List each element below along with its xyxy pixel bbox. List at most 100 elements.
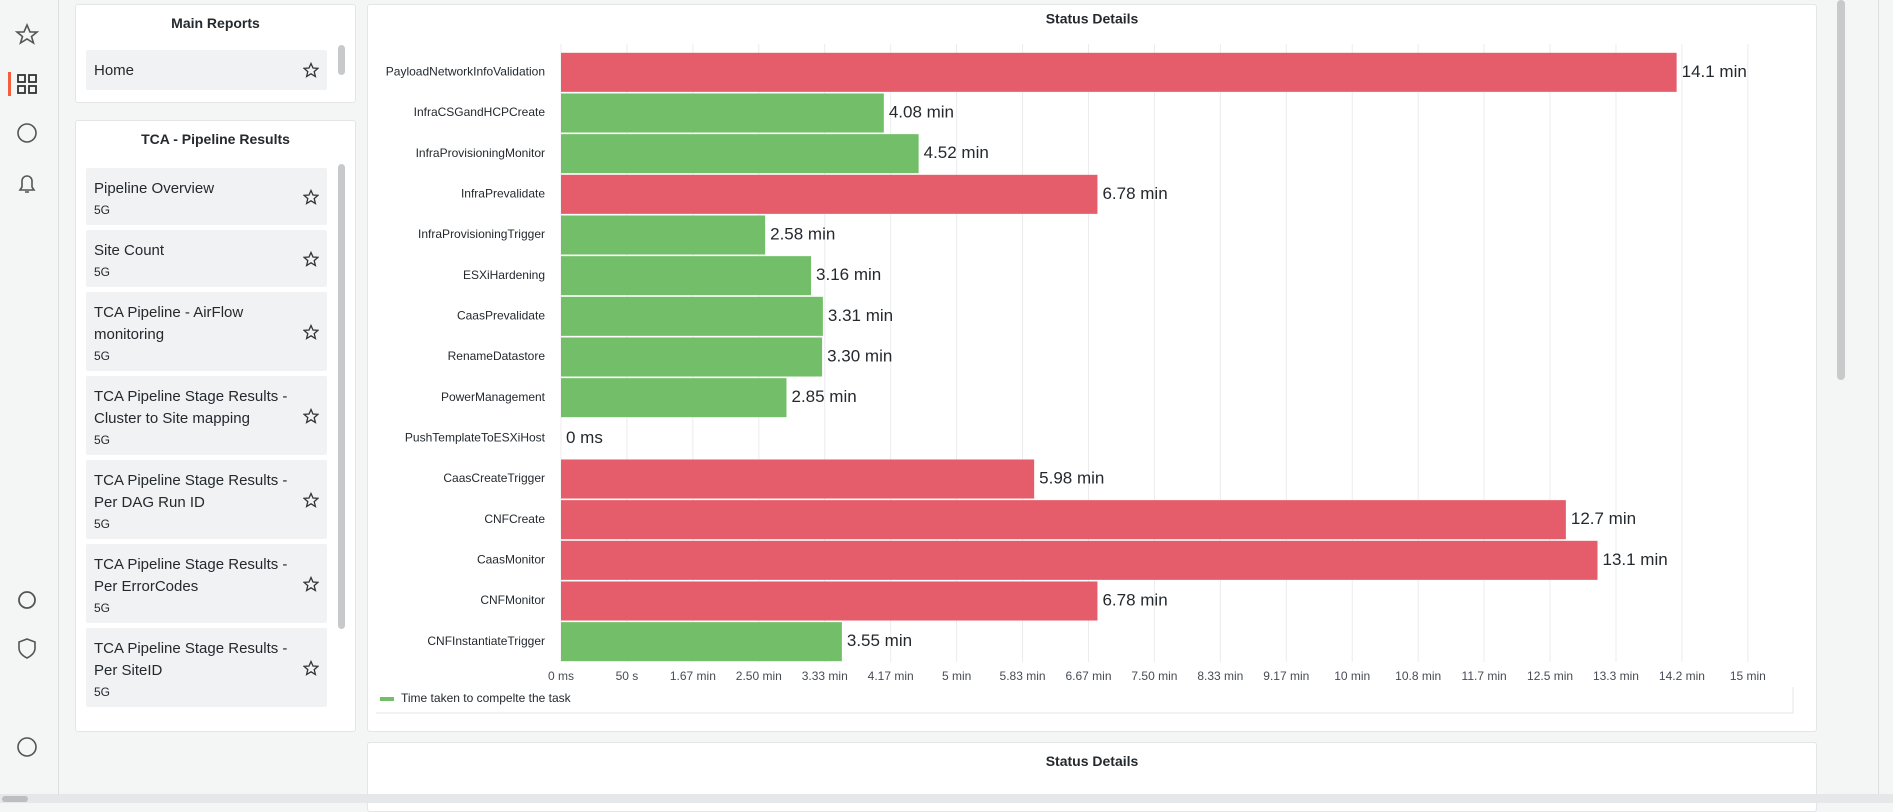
x-tick-label: 4.17 min: [868, 669, 914, 683]
x-tick-label: 9.17 min: [1263, 669, 1309, 683]
report-item[interactable]: TCA Pipeline - AirFlow monitoring 5G: [86, 292, 327, 371]
favorite-star[interactable]: [303, 575, 319, 592]
status-details-panel: Status Details 0 ms 50 s 1.67 min 2.50 min 3…: [367, 4, 1817, 732]
x-tick-label: 2.50 min: [736, 669, 782, 683]
x-tick-label: 10 min: [1334, 669, 1370, 683]
report-label[interactable]: TCA Pipeline Stage Results - Per ErrorCo…: [94, 556, 288, 595]
report-list: Pipeline Overview 5G Site Count 5G TCA Pipel…: [86, 168, 327, 726]
value-label: 2.58 min: [770, 224, 835, 243]
report-label[interactable]: TCA Pipeline - AirFlow monitoring: [94, 304, 244, 343]
value-label: 6.78 min: [1102, 184, 1167, 203]
favorite-star[interactable]: [303, 407, 319, 424]
favorite-star[interactable]: [303, 323, 319, 340]
bar: [561, 500, 1566, 540]
report-item[interactable]: TCA Pipeline Stage Results - Per ErrorCo…: [86, 544, 327, 623]
report-label[interactable]: Pipeline Overview: [94, 180, 215, 197]
side-nav: [0, 0, 59, 803]
value-label: 13.1 min: [1603, 550, 1668, 569]
x-tick-label: 5.83 min: [1000, 669, 1046, 683]
bar: [561, 540, 1598, 580]
value-label: 3.16 min: [816, 265, 881, 284]
scrollbar[interactable]: [338, 45, 345, 75]
bar: [561, 52, 1677, 92]
x-tick-label: 10.8 min: [1395, 669, 1441, 683]
favorite-star[interactable]: [303, 188, 319, 205]
category-label: InfraCSGandHCPCreate: [414, 105, 546, 119]
legend-label: Time taken to compelte the task: [401, 691, 572, 705]
value-label: 3.55 min: [847, 631, 912, 650]
report-item[interactable]: Pipeline Overview 5G: [86, 168, 327, 225]
bar: [561, 174, 1098, 214]
report-label[interactable]: TCA Pipeline Stage Results - Per SiteID: [94, 640, 288, 679]
category-label: InfraProvisioningTrigger: [418, 227, 545, 241]
report-label[interactable]: TCA Pipeline Stage Results - Cluster to …: [94, 388, 288, 427]
bar: [561, 256, 812, 296]
report-label[interactable]: Site Count: [94, 242, 165, 259]
dashboards-icon[interactable]: [17, 74, 37, 94]
x-tick-label: 5 min: [942, 669, 971, 683]
chart-title: Status Details: [1046, 11, 1139, 27]
category-label: CNFCreate: [484, 512, 545, 526]
x-tick-label: 6.67 min: [1065, 669, 1111, 683]
report-tag: 5G: [94, 203, 111, 217]
report-tag: 5G: [94, 685, 111, 699]
help-icon[interactable]: [17, 737, 37, 757]
scrollbar[interactable]: [338, 164, 345, 629]
report-list: Home: [86, 50, 327, 102]
settings-icon[interactable]: [18, 591, 36, 609]
report-tag: 5G: [94, 433, 111, 447]
main-reports-panel: Main Reports Home: [75, 4, 356, 103]
x-tick-label: 50 s: [616, 669, 639, 683]
category-label: CaasMonitor: [477, 553, 545, 567]
explore-icon[interactable]: [17, 123, 37, 143]
bar: [561, 337, 823, 377]
favorite-star[interactable]: [303, 659, 319, 676]
report-item[interactable]: Site Count 5G: [86, 230, 327, 287]
report-item[interactable]: TCA Pipeline Stage Results - Cluster to …: [86, 376, 327, 455]
value-label: 14.1 min: [1682, 62, 1747, 81]
legend-swatch: [380, 697, 394, 701]
x-tick-label: 13.3 min: [1593, 669, 1639, 683]
report-tag: 5G: [94, 265, 111, 279]
category-label: CaasPrevalidate: [457, 309, 545, 323]
admin-icon[interactable]: [18, 638, 36, 659]
value-label: 5.98 min: [1039, 468, 1104, 487]
value-label: 12.7 min: [1571, 509, 1636, 528]
report-item[interactable]: TCA Pipeline Stage Results - Per DAG Run…: [86, 460, 327, 539]
value-label: 6.78 min: [1102, 590, 1167, 609]
report-tag: 5G: [94, 349, 111, 363]
favorite-star[interactable]: [303, 491, 319, 508]
h-scroll-track: [0, 794, 1893, 803]
report-item[interactable]: TCA Pipeline Stage Results - Per SiteID 5…: [86, 628, 327, 707]
bar: [561, 296, 823, 336]
favorite-star[interactable]: [303, 62, 319, 78]
x-tick-label: 7.50 min: [1131, 669, 1177, 683]
panel-title: Status Details: [1045, 753, 1139, 769]
x-tick-label: 1.67 min: [670, 669, 716, 683]
category-label: InfraProvisioningMonitor: [416, 146, 545, 160]
category-label: PushTemplateToESXiHost: [405, 431, 546, 445]
starred-icon[interactable]: [14, 22, 40, 45]
x-tick-label: 15 min: [1730, 669, 1766, 683]
bar: [561, 459, 1035, 499]
alerting-icon[interactable]: [18, 175, 36, 193]
divider: [1878, 0, 1879, 803]
pipeline-results-panel: TCA - Pipeline Results Pipeline Overview…: [75, 120, 356, 732]
report-label[interactable]: Home: [94, 62, 135, 79]
nav-icons: [8, 22, 40, 757]
category-label: ESXiHardening: [463, 268, 545, 282]
page-scrollbar[interactable]: [1837, 0, 1845, 380]
x-tick-label: 12.5 min: [1527, 669, 1573, 683]
report-item[interactable]: Home: [86, 50, 327, 90]
panel-title: TCA - Pipeline Results: [141, 131, 290, 147]
favorite-star[interactable]: [303, 250, 319, 267]
x-tick-label: 14.2 min: [1659, 669, 1705, 683]
bar: [561, 134, 919, 174]
h-scrollbar[interactable]: [2, 796, 28, 802]
category-label: RenameDatastore: [448, 349, 546, 363]
bar: [561, 93, 884, 133]
value-label: 3.31 min: [828, 306, 893, 325]
active-indicator: [8, 72, 11, 96]
report-label[interactable]: TCA Pipeline Stage Results - Per DAG Run…: [94, 472, 288, 511]
